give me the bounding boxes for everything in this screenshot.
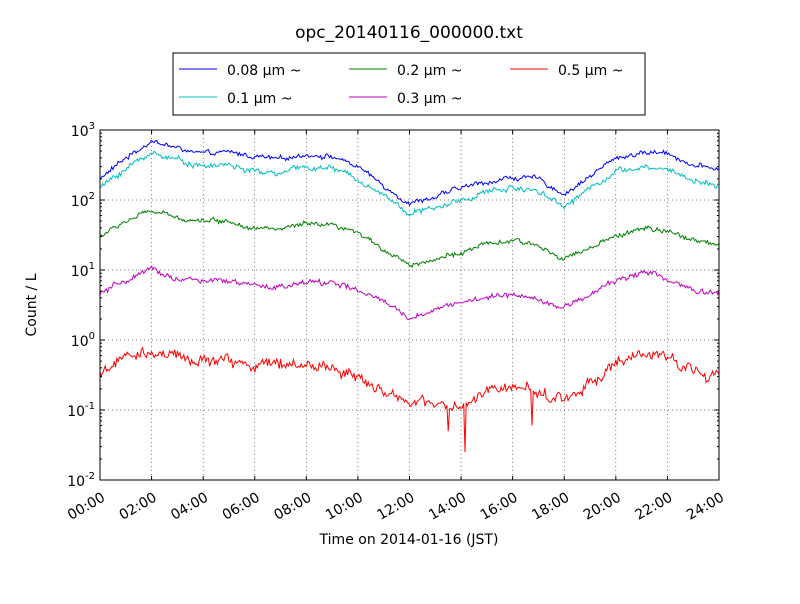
legend-label: 0.5 μm ~ xyxy=(558,63,623,79)
grid xyxy=(100,130,719,480)
legend-label: 0.1 μm ~ xyxy=(227,91,292,107)
x-tick-label: 14:00 xyxy=(426,490,469,524)
x-tick-label: 20:00 xyxy=(581,490,624,524)
legend-label: 0.08 μm ~ xyxy=(227,63,301,79)
series-line xyxy=(99,139,720,207)
series-line xyxy=(99,265,720,321)
x-tick-label: 10:00 xyxy=(323,490,366,524)
y-tick-label: 103 xyxy=(71,121,95,140)
y-axis-label: Count / L xyxy=(24,273,40,336)
y-tick-label: 10-1 xyxy=(67,401,95,420)
x-tick-label: 06:00 xyxy=(220,490,263,524)
y-tick-label: 100 xyxy=(71,331,95,350)
legend-label: 0.3 μm ~ xyxy=(397,91,462,107)
axis-tick-labels: 00:00 02:00 04:00 06:00 08:00 10:00 12:00 14:00… xyxy=(65,121,727,524)
series-line xyxy=(99,209,720,268)
y-tick-label: 10-2 xyxy=(67,471,95,490)
x-tick-label: 08:00 xyxy=(271,490,314,524)
y-tick-label: 101 xyxy=(71,261,95,280)
x-tick-label: 02:00 xyxy=(117,490,160,524)
legend-label: 0.2 μm ~ xyxy=(397,63,462,79)
x-tick-label: 24:00 xyxy=(684,490,727,524)
axis-ticks xyxy=(99,129,720,481)
series-lines xyxy=(99,139,720,453)
legend-box xyxy=(172,52,646,116)
chart-title: opc_20140116_000000.txt xyxy=(295,23,523,43)
x-tick-label: 12:00 xyxy=(375,490,418,524)
series-line xyxy=(99,150,720,217)
x-tick-label: 00:00 xyxy=(65,490,108,524)
series-line xyxy=(99,346,720,453)
legend: 0.08 μm ~ 0.1 μm ~ 0.2 μm ~ 0.3 μm ~ 0.5 μm … xyxy=(172,52,646,116)
x-tick-label: 18:00 xyxy=(529,490,572,524)
x-axis-label: Time on 2014-01-16 (JST) xyxy=(319,532,499,548)
x-tick-label: 04:00 xyxy=(168,490,211,524)
y-tick-label: 102 xyxy=(71,191,95,210)
x-tick-label: 16:00 xyxy=(478,490,521,524)
x-tick-label: 22:00 xyxy=(632,490,675,524)
